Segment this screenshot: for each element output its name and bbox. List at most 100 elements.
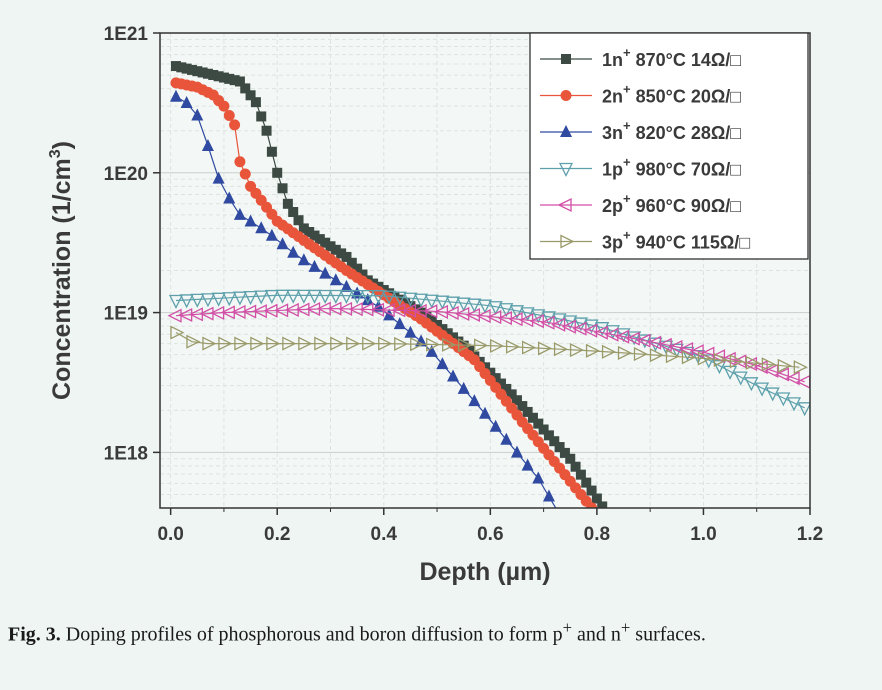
legend-marker-1n bbox=[561, 54, 571, 64]
data-point-3p bbox=[378, 336, 393, 351]
data-point-1p bbox=[669, 343, 684, 358]
data-point-2n bbox=[239, 168, 251, 180]
y-tick-label: 1E18 bbox=[104, 443, 148, 464]
data-point-1n bbox=[224, 73, 235, 84]
data-point-3n bbox=[436, 357, 449, 370]
data-point-2n bbox=[234, 156, 246, 168]
data-point-3p bbox=[777, 358, 792, 373]
data-point-1p bbox=[371, 290, 386, 305]
data-point-2p bbox=[764, 363, 779, 378]
data-point-1n bbox=[501, 383, 512, 394]
data-point-1n bbox=[272, 167, 283, 178]
data-point-1n bbox=[575, 469, 586, 480]
data-point-3p bbox=[266, 336, 281, 351]
data-point-1n bbox=[511, 395, 522, 406]
caption-text-b: and n bbox=[572, 623, 621, 646]
data-point-1p bbox=[296, 289, 311, 304]
data-point-1n bbox=[250, 97, 261, 108]
data-point-2p bbox=[604, 327, 619, 342]
data-point-1p bbox=[222, 292, 237, 307]
data-point-2n bbox=[223, 110, 235, 122]
data-point-3p bbox=[601, 344, 616, 359]
data-point-3n bbox=[479, 406, 491, 419]
data-point-1p bbox=[488, 301, 503, 316]
data-point-1n bbox=[330, 244, 341, 255]
data-point-3p bbox=[474, 338, 489, 353]
legend-box bbox=[529, 32, 809, 260]
data-point-1p bbox=[605, 325, 620, 340]
data-point-1p bbox=[318, 289, 333, 304]
data-point-3n bbox=[329, 273, 342, 286]
data-point-3n bbox=[361, 293, 374, 306]
data-point-1n bbox=[218, 72, 229, 83]
data-point-3p bbox=[793, 360, 808, 375]
data-point-3p bbox=[490, 338, 505, 353]
data-point-3n bbox=[521, 458, 534, 471]
data-point-1p bbox=[382, 290, 397, 305]
data-point-1p bbox=[392, 291, 407, 306]
x-tick-label: 0.8 bbox=[584, 524, 610, 545]
y-tick-label: 1E20 bbox=[104, 164, 148, 185]
data-point-3n bbox=[542, 489, 555, 502]
legend-item-1p: 1p+ 980°C 70Ω/□ bbox=[540, 155, 741, 180]
x-tick-label: 0.6 bbox=[477, 524, 503, 545]
data-point-1n bbox=[565, 453, 576, 464]
data-point-1n bbox=[538, 424, 549, 435]
data-point-1p bbox=[477, 299, 493, 314]
data-point-3n bbox=[415, 334, 428, 347]
data-point-3p bbox=[314, 336, 329, 351]
data-point-1n bbox=[586, 485, 597, 496]
data-point-3n bbox=[180, 95, 193, 108]
data-point-2p bbox=[668, 339, 683, 354]
data-point-1p bbox=[328, 289, 343, 304]
data-point-3p bbox=[569, 342, 585, 358]
data-point-2p bbox=[679, 342, 694, 357]
data-point-3p bbox=[713, 352, 728, 367]
data-point-3n bbox=[489, 419, 502, 432]
data-point-1p bbox=[520, 307, 535, 322]
data-point-1n bbox=[448, 332, 459, 343]
data-point-1p bbox=[264, 289, 279, 304]
data-point-2p bbox=[785, 371, 800, 386]
data-point-2p bbox=[732, 354, 747, 369]
data-point-3p bbox=[681, 350, 696, 365]
data-point-1p bbox=[307, 289, 322, 304]
data-point-1p bbox=[797, 402, 810, 417]
legend-marker-2n bbox=[560, 90, 572, 101]
data-point-3p bbox=[729, 354, 744, 369]
x-tick-label: 0.0 bbox=[157, 524, 183, 545]
data-point-1n bbox=[336, 248, 347, 259]
data-point-1n bbox=[314, 234, 325, 245]
legend-marker-1p bbox=[558, 162, 574, 177]
data-point-3p bbox=[346, 336, 361, 351]
data-point-1n bbox=[490, 373, 501, 384]
data-point-1n bbox=[570, 461, 581, 472]
data-point-1p bbox=[786, 397, 802, 412]
data-point-1n bbox=[229, 75, 240, 86]
data-point-2p bbox=[721, 351, 736, 366]
legend: 1n+ 870°C 14Ω/□ 2n+ 850°C 20Ω/□ 3n+ 820°C … bbox=[529, 32, 809, 260]
legend-marker-3p bbox=[560, 234, 575, 249]
data-point-1n bbox=[266, 146, 277, 157]
data-point-3p bbox=[426, 337, 441, 352]
data-point-3p bbox=[458, 338, 473, 353]
caption-sup-b: + bbox=[620, 618, 631, 637]
legend-item-2p: 2p+ 960°C 90Ω/□ bbox=[540, 191, 741, 216]
legend-label-1p: 1p+ 980°C 70Ω/□ bbox=[602, 155, 741, 180]
data-point-1n bbox=[352, 263, 363, 274]
data-point-3p bbox=[585, 343, 601, 358]
data-point-1n bbox=[261, 125, 272, 136]
data-point-2p bbox=[540, 315, 555, 330]
data-point-1p bbox=[414, 293, 429, 308]
data-point-1n bbox=[517, 401, 528, 412]
data-point-3n bbox=[500, 432, 513, 445]
data-point-1n bbox=[256, 111, 267, 122]
data-point-2p bbox=[551, 317, 566, 332]
data-point-1p bbox=[200, 293, 216, 308]
data-point-1n bbox=[603, 509, 613, 519]
data-point-1n bbox=[437, 324, 448, 335]
data-point-1n bbox=[192, 66, 203, 77]
data-point-1n bbox=[293, 215, 304, 226]
legend-item-2n: 2n+ 850°C 20Ω/□ bbox=[540, 82, 741, 107]
data-point-1p bbox=[211, 292, 226, 307]
